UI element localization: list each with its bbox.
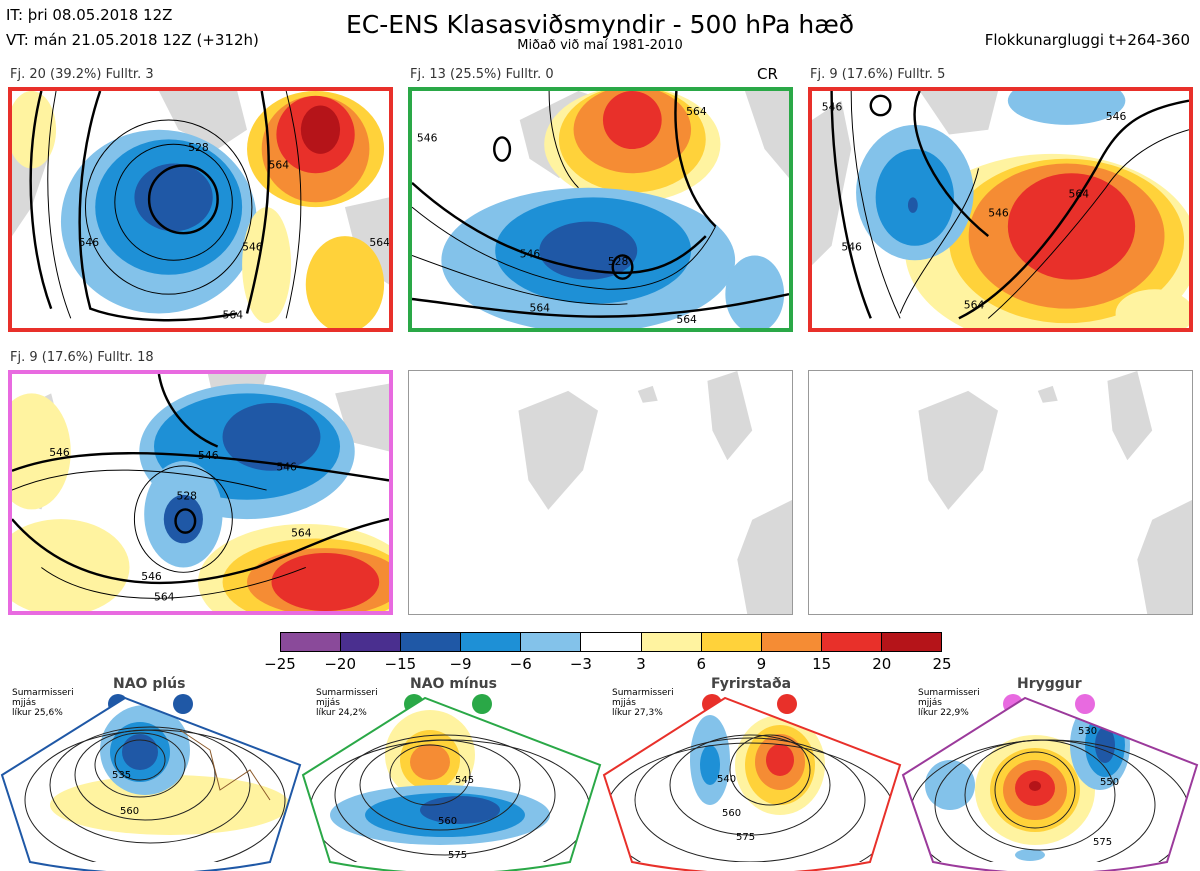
- panel-2-contour-label-5: 564: [530, 302, 551, 315]
- regime-1-name: NAO plús: [113, 676, 186, 692]
- panel-3-contour-label-5: 546: [841, 241, 862, 254]
- colorbar-swatch: [821, 633, 882, 651]
- regime-maps: 535 560 545 560 575 540 560 575 530 550 …: [0, 696, 1199, 871]
- colorbar-tick-label: −15: [384, 655, 417, 673]
- regime-1-map: [2, 698, 300, 862]
- cluster-map-3: 546 546 564 564 546 546: [812, 91, 1189, 328]
- regime-2-name: NAO mínus: [410, 676, 497, 692]
- regime-2-note: Sumarmisseri mjjás líkur 24,2%: [316, 688, 378, 718]
- regime-4-contour-label-1: 530: [1078, 726, 1097, 737]
- regime-1-marker-dot-b: [173, 694, 193, 714]
- colorbar-tick-label: −25: [264, 655, 296, 673]
- panel-3-contour-label-3: 564: [1069, 187, 1090, 200]
- panel-3-contour-label-4: 564: [964, 299, 985, 312]
- panel-2-cr-marker: CR: [757, 65, 778, 83]
- colorbar-tick-label: 15: [812, 655, 832, 673]
- colorbar-tick-label: 20: [872, 655, 892, 673]
- regime-3-note: Sumarmisseri mjjás líkur 27,3%: [612, 688, 674, 718]
- initial-time: IT: þri 08.05.2018 12Z: [6, 6, 173, 24]
- regime-1-contour-label-2: 560: [120, 806, 139, 817]
- regime-3-name: Fyrirstaða: [711, 676, 792, 692]
- regime-2-marker-dot-b: [472, 694, 492, 714]
- panel-2-contour-label-1: 546: [417, 131, 438, 144]
- panel-4-contour-label-3: 546: [276, 461, 297, 474]
- panel-4-contour-label-2: 546: [198, 449, 219, 462]
- valid-time: VT: mán 21.05.2018 12Z (+312h): [6, 31, 259, 49]
- panel-4-contour-label-1: 546: [49, 446, 70, 459]
- regime-4-name: Hryggur: [1017, 676, 1082, 692]
- regime-2-contour-label-1: 545: [455, 775, 474, 786]
- colorbar-swatch: [341, 633, 402, 651]
- panel-3-contour-label-6: 546: [1106, 110, 1127, 123]
- cluster-panel-2[interactable]: 546 564 528 546 564 564: [408, 87, 793, 332]
- colorbar-swatch: [281, 633, 342, 651]
- cluster-panel-1[interactable]: 528 546 546 564 564 564: [8, 87, 393, 332]
- regime-3-contour-label-1: 540: [717, 774, 736, 785]
- cluster-panel-5-empty: [408, 370, 793, 615]
- panel-4-contour-label-4: 528: [177, 490, 198, 503]
- regime-3-marker-dot-b: [777, 694, 797, 714]
- regime-3-contour-label-2: 560: [722, 808, 741, 819]
- colorbar-tick-label: −3: [569, 655, 592, 673]
- colorbar-swatch: [761, 633, 822, 651]
- regime-1-contour-label-1: 535: [112, 770, 131, 781]
- colorbar-tick-label: −6: [509, 655, 532, 673]
- empty-map-5: [518, 371, 792, 614]
- regime-2-contour-label-2: 560: [438, 816, 457, 827]
- regime-4-marker-dot-b: [1075, 694, 1095, 714]
- panel-1-label: Fj. 20 (39.2%) Fulltr. 3: [10, 67, 154, 82]
- panel-2-contour-label-6: 564: [676, 313, 697, 326]
- regime-2-contour-label-3: 575: [448, 850, 467, 861]
- colorbar-tick-label: −9: [449, 655, 472, 673]
- colorbar-swatch: [401, 633, 462, 651]
- colorbar-swatch: [881, 633, 942, 651]
- panel-4-contour-label-5: 564: [291, 527, 312, 540]
- cluster-map-4: 546 546 546 528 564 546 564: [12, 374, 389, 611]
- panel-2-label: Fj. 13 (25.5%) Fulltr. 0: [410, 67, 554, 82]
- colorbar-tick-label: −20: [324, 655, 356, 673]
- regime-3-map: [604, 698, 900, 862]
- empty-map-6: [918, 371, 1192, 614]
- panel-2-contour-label-3: 528: [608, 255, 629, 268]
- panel-1-contour-label-4: 564: [269, 158, 290, 171]
- regime-4-note: Sumarmisseri mjjás líkur 22,9%: [918, 688, 980, 718]
- panel-1-contour-label-6: 564: [369, 236, 389, 249]
- panel-1-contour-label-2: 546: [242, 241, 263, 254]
- panel-2-contour-label-2: 564: [686, 105, 707, 118]
- panel-1-contour-label-1: 528: [188, 141, 209, 154]
- colorbar-tick-label: 3: [636, 655, 646, 673]
- panel-1-contour-label-5: 564: [223, 308, 244, 321]
- regime-2-map: [303, 698, 600, 862]
- regime-4-map: [903, 698, 1197, 862]
- regime-4-contour-label-3: 575: [1093, 837, 1112, 848]
- panel-4-contour-label-7: 564: [154, 590, 175, 603]
- cluster-panel-4[interactable]: 546 546 546 528 564 546 564: [8, 370, 393, 615]
- colorbar-swatch: [521, 633, 582, 651]
- panel-4-label: Fj. 9 (17.6%) Fulltr. 18: [10, 350, 154, 365]
- colorbar-swatch: [461, 633, 522, 651]
- page-title: EC-ENS Klasasviðsmyndir - 500 hPa hæð: [345, 10, 855, 39]
- anomaly-colorbar: [280, 632, 942, 652]
- cluster-map-1: 528 546 546 564 564 564: [12, 91, 389, 328]
- panel-2-contour-label-4: 546: [520, 247, 541, 260]
- cluster-map-2: 546 564 528 546 564 564: [412, 91, 789, 328]
- classification-window: Flokkunargluggi t+264-360: [984, 31, 1190, 49]
- colorbar-tick-label: 9: [756, 655, 767, 673]
- colorbar-swatch: [701, 633, 762, 651]
- panel-3-label: Fj. 9 (17.6%) Fulltr. 5: [810, 67, 946, 82]
- regime-4-contour-label-2: 550: [1100, 777, 1119, 788]
- colorbar-tick-label: 25: [932, 655, 952, 673]
- regime-1-note: Sumarmisseri mjjás líkur 25,6%: [12, 688, 74, 718]
- regime-3-contour-label-3: 575: [736, 832, 755, 843]
- cluster-panel-6-empty: [808, 370, 1193, 615]
- panel-1-contour-label-3: 546: [79, 236, 100, 249]
- page-subtitle: Miðað við maí 1981-2010: [517, 38, 683, 53]
- panel-3-contour-label-1: 546: [822, 100, 843, 113]
- panel-4-contour-label-6: 546: [141, 570, 162, 583]
- colorbar-tick-label: 6: [696, 655, 707, 673]
- cluster-panel-3[interactable]: 546 546 564 564 546 546: [808, 87, 1193, 332]
- colorbar-swatch: [581, 633, 642, 651]
- colorbar-swatch: [641, 633, 702, 651]
- panel-3-contour-label-2: 546: [988, 207, 1009, 220]
